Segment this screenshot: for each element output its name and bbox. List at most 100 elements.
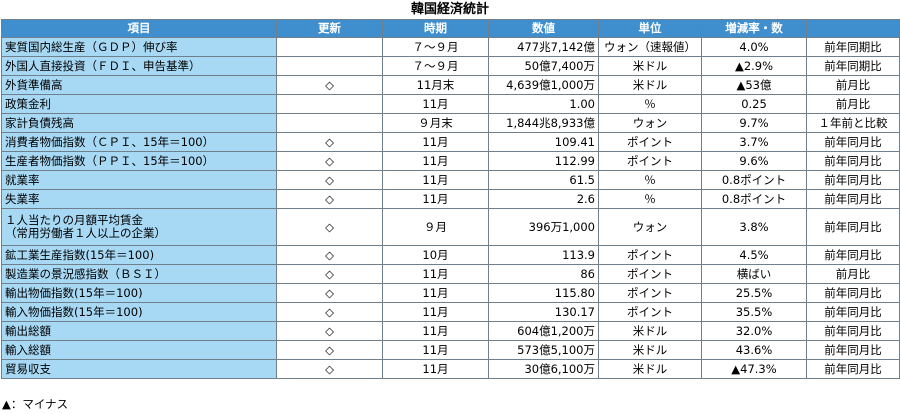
row-period: 11月末: [382, 75, 489, 95]
table-row: 輸入物価指数(15年＝100) ◇ 11月 130.17 ポイント 35.5% 前年同月比: [1, 302, 900, 322]
header-value: 数値: [488, 19, 599, 38]
row-item-label: 実質国内総生産（ＧＤＰ）伸び率: [1, 37, 277, 57]
row-unit: ウォン（速報値）: [598, 37, 702, 57]
table-row: 製造業の景況感指数（ＢＳＩ） ◇ 11月 86 ポイント 横ばい 前月比: [1, 264, 900, 284]
row-basis: 前月比: [806, 264, 900, 284]
row-basis: 前年同月比: [806, 302, 900, 322]
header-row: 項目 更新 時期 数値 単位 増減率・数: [1, 19, 900, 38]
row-unit: ウォン: [598, 113, 702, 133]
row-period: 11月: [382, 302, 489, 322]
row-basis: 前年同期比: [806, 56, 900, 76]
row-period: 11月: [382, 340, 489, 360]
row-update-mark: ◇: [276, 132, 383, 152]
table-row: １人当たりの月額平均賃金 （常用労働者１人以上の企業） ◇ ９月 396万1,000 ウォ…: [1, 208, 900, 246]
row-item-label: 輸出総額: [1, 321, 277, 341]
row-basis: 前年同月比: [806, 132, 900, 152]
row-change: 4.0%: [701, 37, 807, 57]
row-update-mark: ◇: [276, 302, 383, 322]
row-unit: ポイント: [598, 302, 702, 322]
table-row: 失業率 ◇ 11月 2.6 ％ 0.8ポイント 前年同月比: [1, 189, 900, 209]
row-value: 573億5,100万: [488, 340, 599, 360]
row-update-mark: ◇: [276, 359, 383, 379]
row-basis: 前年同月比: [806, 170, 900, 190]
row-item-label: 輸入総額: [1, 340, 277, 360]
row-change: 9.7%: [701, 113, 807, 133]
row-item-label: 貿易収支: [1, 359, 277, 379]
row-change: 3.8%: [701, 208, 807, 246]
table-row: 外貨準備高 ◇ 11月末 4,639億1,000万 米ドル ▲53億 前月比: [1, 75, 900, 95]
row-change: 25.5%: [701, 283, 807, 303]
row-value: 50億7,400万: [488, 56, 599, 76]
row-value: 30億6,100万: [488, 359, 599, 379]
row-unit: ポイント: [598, 151, 702, 171]
row-value: 113.9: [488, 245, 599, 265]
row-period: 11月: [382, 359, 489, 379]
row-update-mark: [276, 56, 383, 76]
header-item: 項目: [1, 19, 277, 38]
row-period: 11月: [382, 321, 489, 341]
row-change: 0.8ポイント: [701, 170, 807, 190]
table-row: 実質国内総生産（ＧＤＰ）伸び率 ７～９月 477兆7,142億 ウォン（速報値） 4.0…: [1, 37, 900, 57]
row-item-label: １人当たりの月額平均賃金 （常用労働者１人以上の企業）: [1, 208, 277, 246]
row-period: 11月: [382, 283, 489, 303]
row-update-mark: [276, 113, 383, 133]
row-change: 0.8ポイント: [701, 189, 807, 209]
row-unit: ウォン: [598, 208, 702, 246]
row-value: 130.17: [488, 302, 599, 322]
row-item-label: 失業率: [1, 189, 277, 209]
row-change: 0.25: [701, 94, 807, 114]
row-period: 10月: [382, 245, 489, 265]
row-period: ９月末: [382, 113, 489, 133]
row-period: 11月: [382, 264, 489, 284]
row-unit: ％: [598, 189, 702, 209]
header-period: 時期: [382, 19, 489, 38]
row-unit: ポイント: [598, 132, 702, 152]
row-item-label: 就業率: [1, 170, 277, 190]
row-basis: 前年同月比: [806, 208, 900, 246]
row-value: 477兆7,142億: [488, 37, 599, 57]
row-basis: 前年同月比: [806, 321, 900, 341]
row-change: ▲53億: [701, 75, 807, 95]
table-body: 実質国内総生産（ＧＤＰ）伸び率 ７～９月 477兆7,142億 ウォン（速報値） 4.0…: [1, 37, 900, 379]
row-update-mark: [276, 94, 383, 114]
row-period: 11月: [382, 170, 489, 190]
row-update-mark: ◇: [276, 75, 383, 95]
row-update-mark: ◇: [276, 321, 383, 341]
row-value: 1.00: [488, 94, 599, 114]
table-row: 家計負債残高 ９月末 1,844兆8,933億 ウォン 9.7% １年前と比較: [1, 113, 900, 133]
header-update: 更新: [276, 19, 383, 38]
row-change: 横ばい: [701, 264, 807, 284]
row-unit: ％: [598, 94, 702, 114]
row-item-label: 輸出物価指数(15年＝100): [1, 283, 277, 303]
row-value: 4,639億1,000万: [488, 75, 599, 95]
table-row: 政策金利 11月 1.00 ％ 0.25 前月比: [1, 94, 900, 114]
table-row: 貿易収支 ◇ 11月 30億6,100万 米ドル ▲47.3% 前年同月比: [1, 359, 900, 379]
stats-table: 項目 更新 時期 数値 単位 増減率・数 実質国内総生産（ＧＤＰ）伸び率 ７～９月…: [1, 19, 900, 379]
row-update-mark: ◇: [276, 283, 383, 303]
row-value: 109.41: [488, 132, 599, 152]
row-update-mark: [276, 37, 383, 57]
row-item-label: 外貨準備高: [1, 75, 277, 95]
table-row: 鉱工業生産指数(15年＝100) ◇ 10月 113.9 ポイント 4.5% 前年同月比: [1, 245, 900, 265]
row-basis: 前月比: [806, 75, 900, 95]
footnote: ▲：マイナス: [2, 397, 69, 411]
row-unit: 米ドル: [598, 321, 702, 341]
row-value: 112.99: [488, 151, 599, 171]
row-basis: 前年同期比: [806, 37, 900, 57]
row-unit: ％: [598, 170, 702, 190]
row-change: 43.6%: [701, 340, 807, 360]
table-row: 輸出総額 ◇ 11月 604億1,200万 米ドル 32.0% 前年同月比: [1, 321, 900, 341]
table-row: 就業率 ◇ 11月 61.5 ％ 0.8ポイント 前年同月比: [1, 170, 900, 190]
table-row: 輸入総額 ◇ 11月 573億5,100万 米ドル 43.6% 前年同月比: [1, 340, 900, 360]
header-basis: [806, 19, 900, 38]
row-update-mark: ◇: [276, 170, 383, 190]
table-row: 生産者物価指数（ＰＰＩ、15年＝100） ◇ 11月 112.99 ポイント 9.6% 前年…: [1, 151, 900, 171]
row-value: 396万1,000: [488, 208, 599, 246]
row-period: 11月: [382, 151, 489, 171]
row-change: 32.0%: [701, 321, 807, 341]
row-unit: 米ドル: [598, 56, 702, 76]
row-period: 11月: [382, 132, 489, 152]
row-item-label: 輸入物価指数(15年＝100): [1, 302, 277, 322]
row-period: 11月: [382, 94, 489, 114]
row-unit: 米ドル: [598, 359, 702, 379]
